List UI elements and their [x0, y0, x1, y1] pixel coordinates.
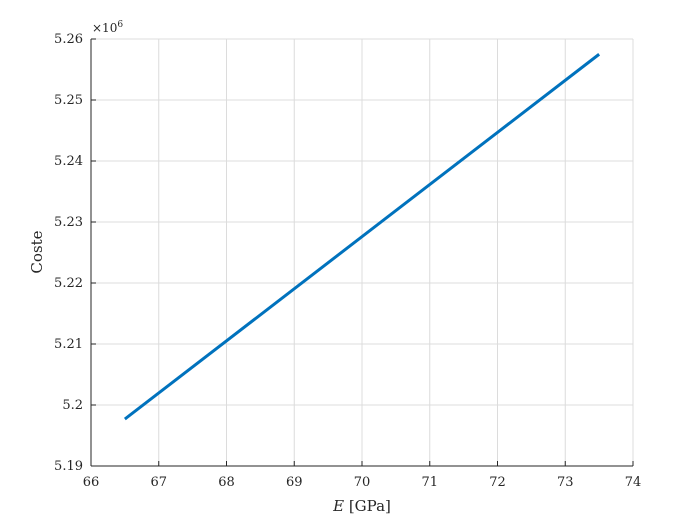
- y-axis-multiplier: ×106: [92, 20, 123, 35]
- y-axis-label: Coste: [28, 230, 46, 273]
- y-tick-label-0: 5.19: [54, 459, 83, 474]
- y-tick-label-7: 5.26: [54, 32, 83, 47]
- x-axis-label: E [GPa]: [332, 497, 391, 515]
- y-tick-label-6: 5.25: [54, 93, 83, 108]
- x-tick-label-6: 72: [489, 475, 506, 490]
- x-tick-label-5: 71: [421, 475, 438, 490]
- grid: [90, 38, 634, 467]
- x-tick-label-2: 68: [218, 475, 235, 490]
- x-tick-label-8: 74: [625, 475, 642, 490]
- x-tick-label-7: 73: [557, 475, 574, 490]
- y-axis-multiplier-exponent: 6: [117, 20, 123, 30]
- series-line-0: [123, 53, 601, 421]
- series-layer: [123, 53, 601, 421]
- y-axis-multiplier-base: ×10: [92, 21, 117, 35]
- y-tick-label-4: 5.23: [54, 215, 83, 230]
- x-axis-label-unit: [GPa]: [344, 497, 391, 515]
- y-tick-label-5: 5.24: [54, 154, 83, 169]
- x-tick-label-4: 70: [354, 475, 371, 490]
- axes: [90, 38, 634, 467]
- x-axis-label-variable: E: [332, 497, 344, 515]
- y-tick-label-3: 5.22: [54, 276, 83, 291]
- x-tick-label-1: 67: [150, 475, 167, 490]
- x-tick-label-0: 66: [83, 475, 100, 490]
- y-tick-label-1: 5.2: [62, 398, 83, 413]
- tick-labels: 66 67 68 69 70 71 72 73 74 5.19 5.2 5.21 5.22 5.23 5.2…: [54, 32, 641, 490]
- x-tick-label-3: 69: [286, 475, 303, 490]
- y-tick-label-2: 5.21: [54, 337, 83, 352]
